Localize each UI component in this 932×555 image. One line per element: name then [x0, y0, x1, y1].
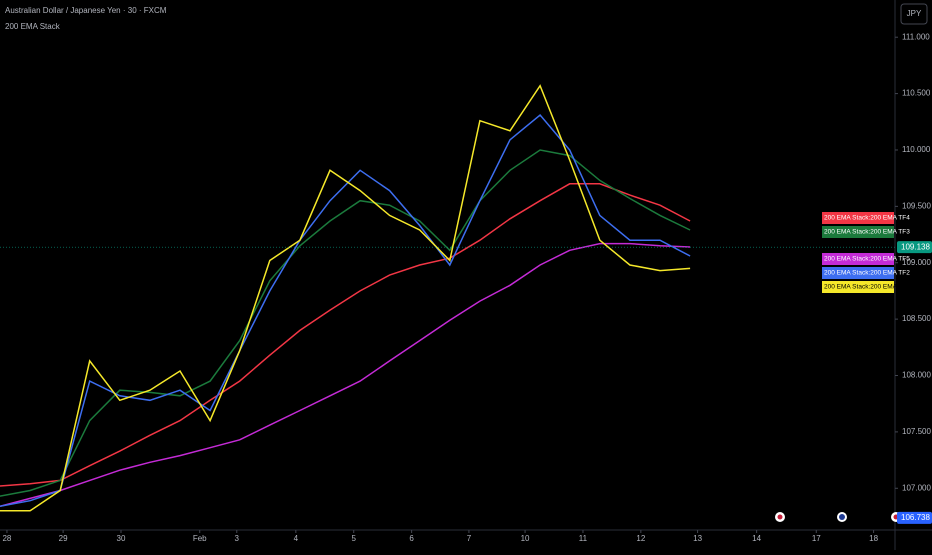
x-tick-label: 3 — [235, 534, 240, 543]
x-tick-label: 10 — [521, 534, 530, 543]
ema-line — [0, 242, 691, 508]
x-tick-label: 30 — [117, 534, 126, 543]
y-tick-label: 107.500 — [902, 427, 931, 436]
price-tag — [897, 511, 932, 524]
x-tick-label: 7 — [467, 534, 472, 543]
y-tick-label: 110.500 — [902, 89, 931, 98]
price-tag — [897, 241, 932, 254]
chart-title: Australian Dollar / Japanese Yen · 30 · … — [5, 6, 167, 15]
x-tick-label: 18 — [869, 534, 878, 543]
y-tick-label: 108.500 — [902, 314, 931, 323]
x-tick-label: 11 — [579, 534, 588, 543]
legend-label: 200 EMA Stack:200 EMA TF2 — [824, 270, 910, 277]
y-tick-label: 108.000 — [902, 371, 931, 380]
legend-tag — [822, 212, 894, 224]
price-tag-label: 109.138 — [901, 242, 930, 251]
ema-line — [0, 84, 691, 512]
x-tick-label: 29 — [59, 534, 68, 543]
y-tick-label: 109.500 — [902, 201, 931, 210]
x-tick-label: 5 — [351, 534, 356, 543]
x-tick-label: 13 — [693, 534, 702, 543]
x-tick-label: 6 — [409, 534, 414, 543]
legend-tag — [822, 281, 894, 293]
currency-label[interactable]: JPY — [907, 9, 922, 18]
y-tick-label: 110.000 — [902, 145, 931, 154]
price-tag-label: 106.738 — [901, 513, 930, 522]
legend-label: 200 EMA Stack:200 EMA TF4 — [824, 215, 910, 222]
x-tick-label: Feb — [193, 534, 207, 543]
currency-button[interactable] — [900, 3, 928, 25]
y-tick-label: 107.000 — [902, 483, 931, 492]
legend-tag — [822, 226, 894, 238]
legend-tag — [822, 253, 894, 265]
x-tick-label: 17 — [812, 534, 821, 543]
legend-tag — [822, 267, 894, 279]
x-tick-label: 14 — [752, 534, 761, 543]
ema-line — [0, 183, 691, 487]
x-tick-label: 4 — [294, 534, 299, 543]
legend-label: 200 EMA Stack:200 EMA TF1 — [824, 284, 910, 291]
x-tick-label: 28 — [2, 534, 11, 543]
event-icon-dot — [839, 514, 845, 520]
y-tick-label: 109.000 — [902, 258, 931, 267]
y-tick-label: 111.000 — [902, 32, 930, 41]
legend-label: 200 EMA Stack:200 EMA TF5 — [824, 256, 910, 263]
x-tick-label: 12 — [636, 534, 645, 543]
indicator-name: 200 EMA Stack — [5, 22, 61, 31]
event-icon-dot — [777, 514, 783, 520]
legend-label: 200 EMA Stack:200 EMA TF3 — [824, 229, 910, 236]
